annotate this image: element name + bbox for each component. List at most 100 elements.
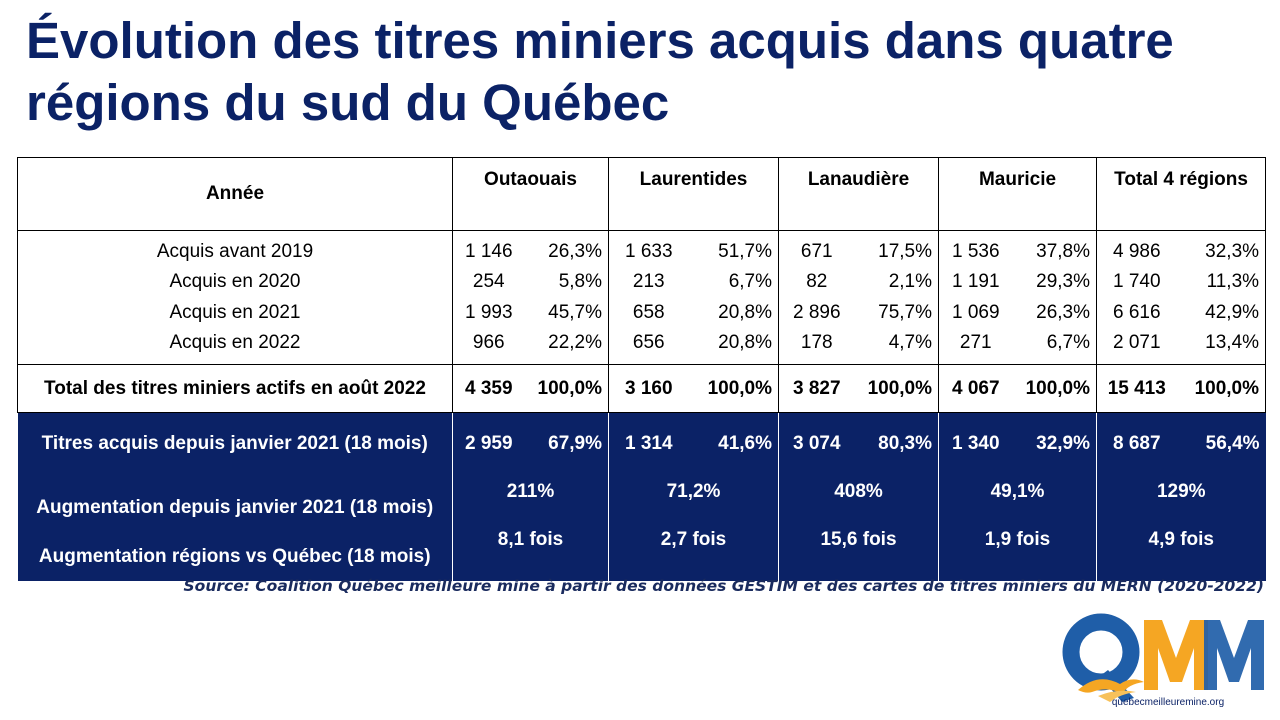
count-cell: 2 896 bbox=[792, 301, 841, 323]
qmm-logo bbox=[1062, 613, 1264, 702]
increase-cell: 49,1% bbox=[938, 470, 1098, 523]
vs-quebec-row: Augmentation régions vs Québec (18 mois)… bbox=[17, 522, 1266, 581]
count-cell: 1 146 bbox=[464, 241, 513, 262]
page-title: Évolution des titres miniers acquis dans… bbox=[26, 12, 1174, 131]
count-cell: 1 740 bbox=[1112, 271, 1161, 293]
region-header: Mauricie bbox=[938, 157, 1098, 231]
count-cell: 1 993 bbox=[464, 301, 513, 323]
percent-cell: 75,7% bbox=[854, 297, 940, 328]
percent-cell: 45,7% bbox=[524, 297, 609, 328]
region-header: Outaouais bbox=[452, 157, 609, 231]
logo-m-orange bbox=[1144, 620, 1208, 690]
vs-quebec-cell: 4,9 fois bbox=[1096, 522, 1266, 581]
count-cell: 213 bbox=[632, 271, 665, 293]
count-cell: 3 827 bbox=[778, 364, 855, 413]
increase-row: Augmentation depuis janvier 2021 (18 moi… bbox=[17, 470, 1266, 523]
percent-cell: 100,0% bbox=[688, 364, 780, 413]
percent-cell: 32,9% bbox=[1012, 412, 1098, 471]
count-cell: 82 bbox=[806, 271, 828, 293]
count-cell: 178 bbox=[778, 328, 855, 365]
count-cell: 271 bbox=[938, 328, 1013, 365]
acquired-since-2021-row: Titres acquis depuis janvier 2021 (18 mo… bbox=[17, 412, 1266, 471]
count-cell: 3 160 bbox=[608, 364, 689, 413]
percent-cell: 22,2% bbox=[524, 328, 609, 365]
percent-cell: 37,8% bbox=[1012, 230, 1098, 267]
increase-label: Augmentation depuis janvier 2021 (18 moi… bbox=[17, 470, 453, 523]
count-cell: 2 959 bbox=[452, 412, 525, 471]
percent-cell: 100,0% bbox=[524, 364, 609, 413]
percent-cell: 100,0% bbox=[1012, 364, 1098, 413]
region-header: Lanaudière bbox=[778, 157, 940, 231]
count-cell: 1 340 bbox=[938, 412, 1013, 471]
region-header: Total 4 régions bbox=[1096, 157, 1267, 231]
table-row: Acquis en 2021 1 993 45,7% 658 20,8% 2 8… bbox=[17, 297, 1267, 328]
count-cell: 1 536 bbox=[951, 241, 1000, 262]
count-cell: 2 071 bbox=[1096, 328, 1177, 365]
region-header: Laurentides bbox=[608, 157, 780, 231]
logo-m-blue bbox=[1204, 620, 1264, 690]
table-row: Acquis en 2022 966 22,2% 656 20,8% 178 4… bbox=[17, 328, 1267, 365]
percent-cell: 56,4% bbox=[1176, 412, 1266, 471]
percent-cell: 80,3% bbox=[854, 412, 940, 471]
logo-url: quebecmeilleuremine.org bbox=[1111, 697, 1225, 708]
count-cell: 1 069 bbox=[951, 301, 1000, 323]
percent-cell: 13,4% bbox=[1176, 328, 1267, 365]
percent-cell: 67,9% bbox=[524, 412, 609, 471]
row-label: Acquis en 2022 bbox=[17, 328, 453, 365]
percent-cell: 6,7% bbox=[1012, 328, 1098, 365]
count-cell: 6 616 bbox=[1112, 301, 1161, 323]
vs-quebec-cell: 15,6 fois bbox=[778, 522, 940, 581]
percent-cell: 6,7% bbox=[688, 267, 780, 298]
percent-cell: 11,3% bbox=[1176, 267, 1267, 298]
percent-cell: 29,3% bbox=[1012, 267, 1098, 298]
row-label: Acquis en 2021 bbox=[17, 297, 453, 328]
row-label: Acquis en 2020 bbox=[17, 267, 453, 298]
count-cell: 656 bbox=[608, 328, 689, 365]
percent-cell: 26,3% bbox=[524, 230, 609, 267]
percent-cell: 41,6% bbox=[688, 412, 780, 471]
count-cell: 1 191 bbox=[951, 271, 1000, 293]
table-header-row: Année Outaouais Laurentides Lanaudière M… bbox=[17, 157, 1267, 231]
increase-cell: 408% bbox=[778, 470, 940, 523]
bird-icon bbox=[1078, 679, 1144, 694]
total-row: Total des titres miniers actifs en août … bbox=[17, 364, 1267, 413]
mining-titles-table: Année Outaouais Laurentides Lanaudière M… bbox=[17, 157, 1267, 581]
source-note: Source: Coalition Québec meilleure mine … bbox=[183, 577, 1264, 595]
percent-cell: 26,3% bbox=[1012, 297, 1098, 328]
percent-cell: 100,0% bbox=[854, 364, 940, 413]
vs-quebec-cell: 2,7 fois bbox=[608, 522, 780, 581]
percent-cell: 20,8% bbox=[688, 328, 780, 365]
acquired-label: Titres acquis depuis janvier 2021 (18 mo… bbox=[17, 412, 453, 471]
percent-cell: 17,5% bbox=[854, 230, 940, 267]
table-row: Acquis en 2020 254 5,8% 213 6,7% 82 2,1%… bbox=[17, 267, 1267, 298]
percent-cell: 20,8% bbox=[688, 297, 780, 328]
increase-cell: 129% bbox=[1096, 470, 1266, 523]
percent-cell: 32,3% bbox=[1176, 230, 1267, 267]
count-cell: 8 687 bbox=[1096, 412, 1177, 471]
vs-quebec-label: Augmentation régions vs Québec (18 mois) bbox=[17, 522, 453, 581]
count-cell: 254 bbox=[472, 271, 505, 293]
vs-quebec-cell: 1,9 fois bbox=[938, 522, 1098, 581]
percent-cell: 100,0% bbox=[1176, 364, 1267, 413]
percent-cell: 5,8% bbox=[524, 267, 609, 298]
count-cell: 4 359 bbox=[452, 364, 525, 413]
count-cell: 4 986 bbox=[1112, 241, 1161, 262]
vs-quebec-cell: 8,1 fois bbox=[452, 522, 609, 581]
row-label: Acquis avant 2019 bbox=[17, 230, 453, 267]
count-cell: 3 074 bbox=[778, 412, 855, 471]
swoosh-icon bbox=[1098, 690, 1136, 702]
count-cell: 15 413 bbox=[1096, 364, 1177, 413]
percent-cell: 4,7% bbox=[854, 328, 940, 365]
percent-cell: 51,7% bbox=[688, 230, 780, 267]
percent-cell: 42,9% bbox=[1176, 297, 1267, 328]
count-cell: 966 bbox=[452, 328, 525, 365]
count-cell: 658 bbox=[632, 301, 665, 323]
count-cell: 1 633 bbox=[624, 241, 673, 262]
percent-cell: 2,1% bbox=[854, 267, 940, 298]
increase-cell: 71,2% bbox=[608, 470, 780, 523]
increase-cell: 211% bbox=[452, 470, 609, 523]
table-row: Acquis avant 2019 1 146 26,3% 1 633 51,7… bbox=[17, 230, 1267, 267]
count-cell: 1 314 bbox=[608, 412, 689, 471]
year-header: Année bbox=[17, 157, 453, 231]
total-label: Total des titres miniers actifs en août … bbox=[17, 364, 453, 413]
